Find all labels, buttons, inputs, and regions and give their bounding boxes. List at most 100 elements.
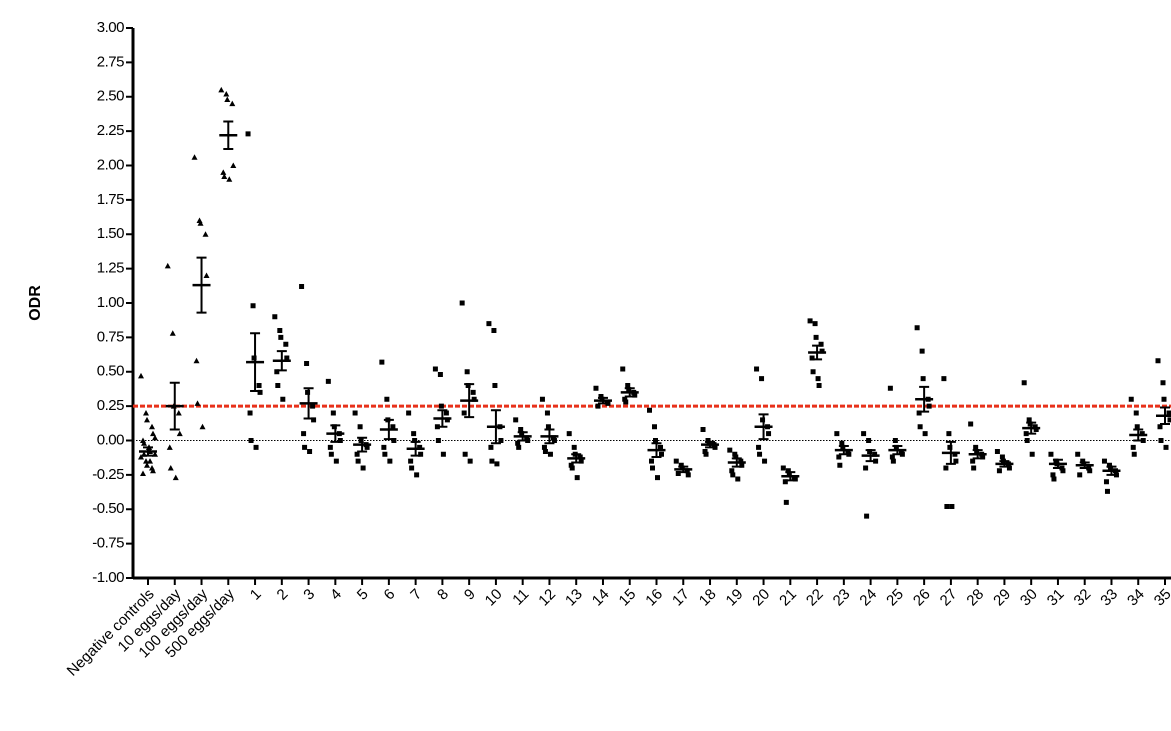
data-point — [283, 341, 289, 347]
data-point — [970, 458, 976, 464]
data-point — [272, 314, 278, 320]
data-point — [311, 417, 317, 423]
data-point — [732, 451, 738, 457]
x-tick-label: 14 — [589, 586, 613, 610]
data-point — [444, 417, 450, 423]
data-point — [971, 465, 977, 471]
data-point — [739, 462, 745, 468]
data-point — [360, 465, 366, 471]
data-point — [247, 410, 253, 416]
data-point — [194, 400, 201, 406]
data-point — [144, 416, 150, 423]
data-point — [541, 444, 547, 450]
x-tick-label: 32 — [1071, 586, 1095, 610]
data-point — [147, 458, 153, 464]
data-point — [1128, 396, 1134, 402]
data-point — [568, 462, 574, 468]
data-point — [459, 300, 465, 306]
data-point — [191, 154, 198, 160]
data-point — [220, 169, 227, 175]
x-tick-label: 28 — [963, 586, 987, 610]
x-tick-label: 2 — [274, 586, 292, 604]
data-point — [996, 468, 1002, 474]
data-point — [224, 96, 231, 102]
data-point — [946, 431, 952, 437]
data-point — [461, 410, 467, 416]
data-point — [551, 438, 557, 443]
data-point — [598, 394, 604, 399]
x-tick-label: 16 — [642, 586, 666, 610]
data-point — [1029, 451, 1035, 457]
data-point — [1157, 424, 1163, 430]
data-point — [994, 449, 1000, 454]
data-point — [197, 220, 204, 226]
x-tick-label: 26 — [910, 586, 934, 610]
data-point — [999, 454, 1005, 460]
x-tick-label: 1 — [247, 586, 265, 604]
data-point — [1087, 468, 1093, 474]
data-point — [327, 444, 333, 450]
data-point — [574, 475, 580, 481]
data-point — [1139, 431, 1145, 437]
data-point — [941, 376, 947, 382]
data-point — [593, 385, 599, 391]
data-point — [230, 162, 237, 168]
data-point — [1133, 410, 1139, 416]
data-point — [379, 359, 385, 365]
data-point — [518, 427, 524, 432]
data-point — [277, 328, 283, 333]
data-point — [253, 444, 259, 450]
data-point — [980, 454, 986, 460]
x-tick-label: 21 — [776, 586, 800, 610]
data-point — [973, 444, 979, 450]
data-point — [1075, 451, 1081, 457]
data-point — [550, 435, 556, 441]
data-point — [176, 430, 183, 437]
data-point — [1080, 458, 1086, 464]
data-point — [539, 396, 545, 402]
data-point — [169, 330, 176, 336]
data-point — [229, 100, 236, 107]
data-point — [1166, 410, 1171, 416]
y-tick-label: 3.00 — [97, 19, 124, 36]
data-point — [278, 334, 284, 340]
x-tick-label: 22 — [803, 586, 827, 610]
y-tick-label: 2.25 — [97, 122, 124, 139]
y-tick-label: 0.25 — [97, 397, 124, 414]
data-point — [754, 366, 760, 372]
data-point — [792, 476, 798, 482]
data-point — [337, 438, 343, 443]
data-point — [545, 424, 551, 430]
data-point — [299, 284, 305, 289]
data-point — [952, 451, 958, 457]
y-tick-label: 1.75 — [97, 191, 124, 208]
data-point — [464, 369, 470, 375]
data-point — [164, 262, 171, 269]
data-point — [887, 385, 893, 391]
x-tick-label: 23 — [830, 586, 854, 610]
data-point — [652, 424, 657, 430]
data-point — [813, 334, 819, 340]
data-point — [333, 458, 339, 464]
data-point — [785, 468, 791, 474]
y-tick-label: 1.50 — [97, 225, 124, 242]
data-point — [391, 438, 397, 443]
data-point — [257, 389, 263, 395]
data-point — [816, 383, 822, 388]
data-point — [837, 462, 843, 468]
x-tick-label: 9 — [461, 586, 479, 604]
data-point — [357, 424, 363, 430]
data-point — [782, 479, 788, 485]
data-point — [1048, 451, 1054, 457]
x-tick-label: 8 — [434, 586, 452, 604]
data-point — [302, 444, 308, 450]
data-point — [492, 383, 498, 388]
data-point — [815, 376, 821, 382]
data-point — [872, 451, 878, 457]
data-point — [251, 355, 257, 361]
data-point — [920, 376, 926, 382]
data-point — [577, 454, 583, 460]
data-point — [809, 355, 815, 361]
data-point — [1167, 417, 1171, 423]
x-tick-label: 10 — [482, 586, 506, 610]
